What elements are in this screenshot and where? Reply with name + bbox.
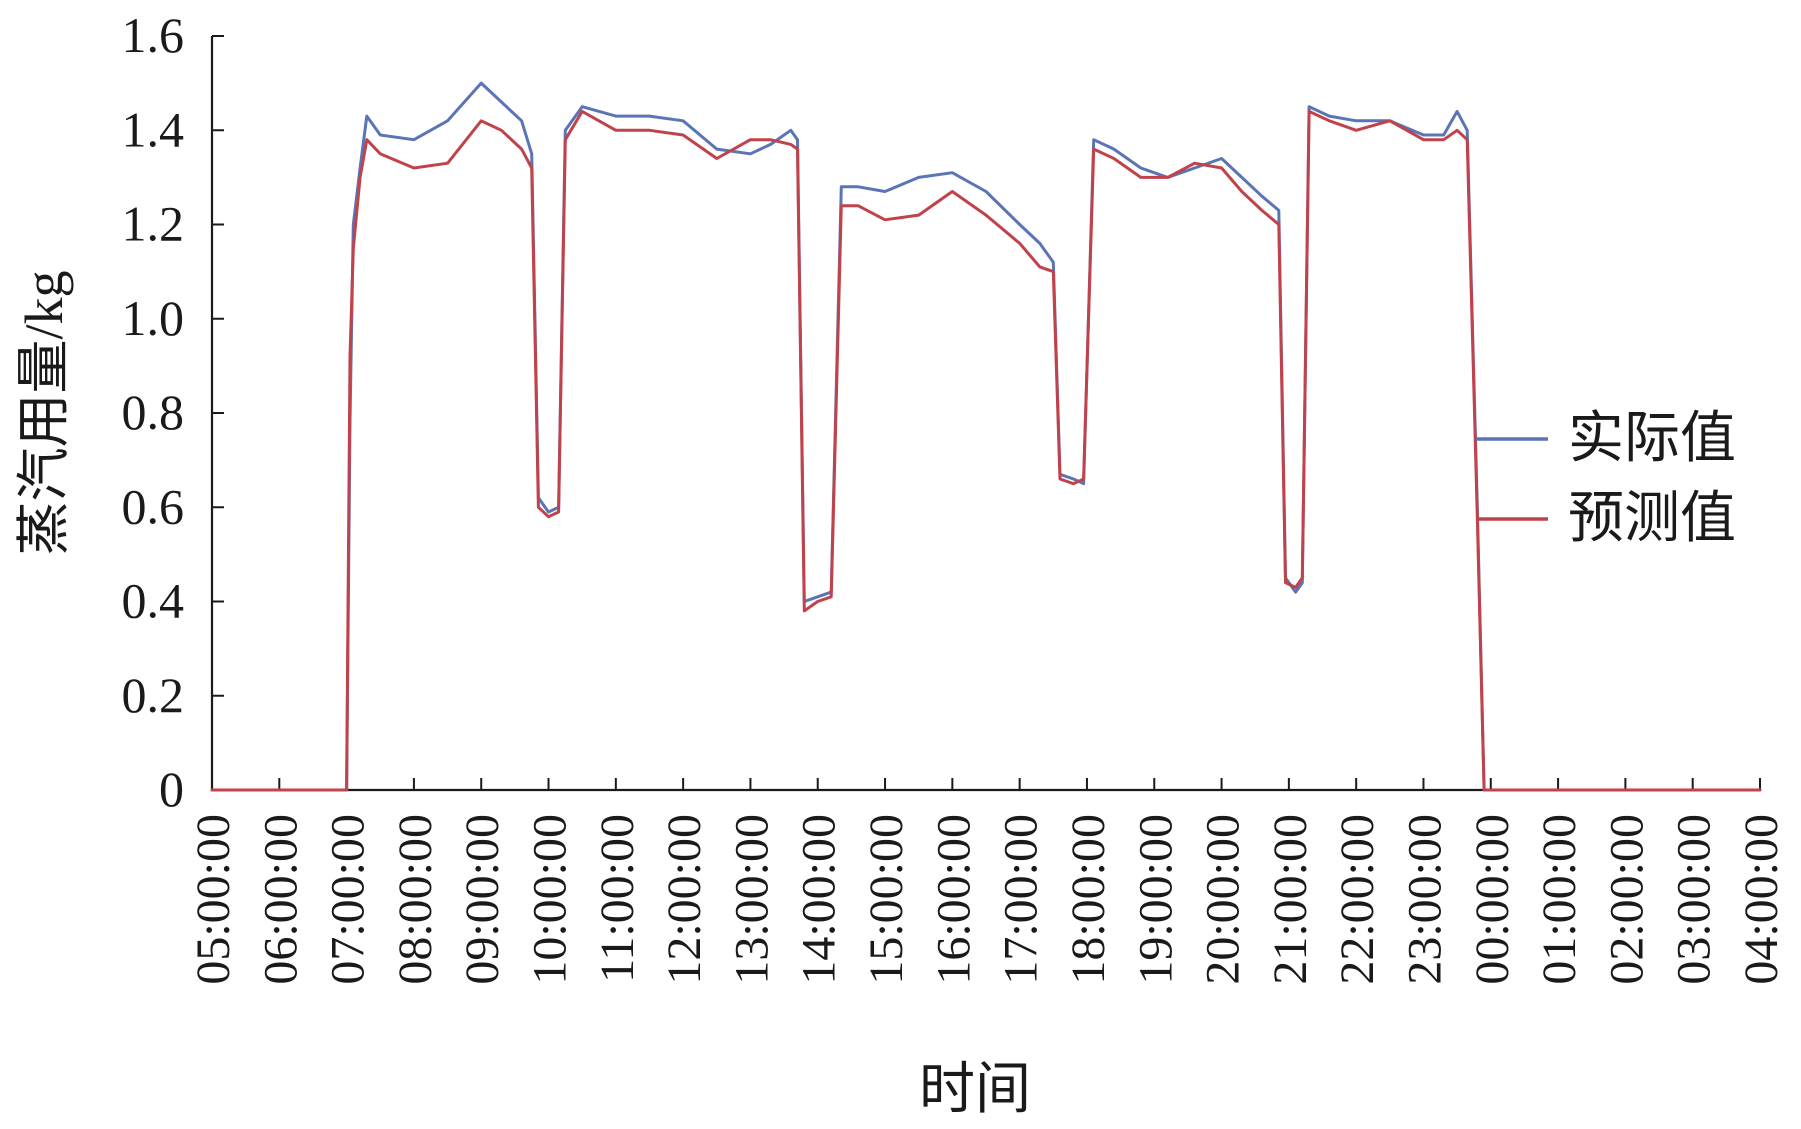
- y-tick-label: 0.8: [122, 384, 185, 440]
- x-tick-label: 09:00:00: [456, 814, 509, 985]
- x-tick-label: 18:00:00: [1062, 814, 1115, 985]
- y-tick-label: 0.6: [122, 478, 185, 534]
- y-axis-label: 蒸汽用量/kg: [14, 270, 74, 555]
- x-tick-label: 21:00:00: [1264, 814, 1317, 985]
- x-tick-label: 20:00:00: [1197, 814, 1250, 985]
- x-tick-label: 02:00:00: [1600, 814, 1653, 985]
- x-tick-label: 16:00:00: [927, 814, 980, 985]
- y-tick-label: 1.0: [122, 290, 185, 346]
- x-tick-label: 08:00:00: [389, 814, 442, 985]
- series-group: [210, 81, 1762, 792]
- x-tick-label: 23:00:00: [1398, 814, 1451, 985]
- x-tick-label: 06:00:00: [254, 814, 307, 985]
- series-line-2: [210, 109, 1762, 792]
- y-tick-label: 0.2: [122, 667, 185, 723]
- y-axis-ticks: 0 0.2 0.4 0.6 0.8 1.0 1.2 1.4 1.6: [122, 7, 224, 817]
- x-axis-label: 时间: [919, 1059, 1031, 1121]
- x-tick-label: 03:00:00: [1668, 814, 1721, 985]
- x-tick-label: 13:00:00: [725, 814, 778, 985]
- x-tick-label: 14:00:00: [793, 814, 846, 985]
- x-tick-label: 15:00:00: [860, 814, 913, 985]
- x-tick-label: 22:00:00: [1331, 814, 1384, 985]
- legend-label: 预测值: [1568, 488, 1736, 550]
- axes: [210, 36, 1760, 792]
- x-tick-label: 19:00:00: [1129, 814, 1182, 985]
- x-tick-label: 11:00:00: [591, 814, 644, 983]
- x-tick-label: 00:00:00: [1466, 814, 1519, 985]
- x-tick-label: 12:00:00: [658, 814, 711, 985]
- x-axis-ticks: 05:00:00 06:00:00 07:00:00 08:00:00 09:00:00…: [187, 778, 1788, 985]
- x-tick-label: 01:00:00: [1533, 814, 1586, 985]
- x-tick-label: 05:00:00: [187, 814, 240, 985]
- y-tick-label: 0.4: [122, 573, 185, 629]
- x-tick-label: 10:00:00: [524, 814, 577, 985]
- y-tick-label: 1.2: [122, 196, 185, 252]
- x-tick-label: 07:00:00: [322, 814, 375, 985]
- y-tick-label: 1.6: [122, 7, 185, 63]
- series-line-1: [210, 81, 1762, 792]
- y-tick-label: 1.4: [122, 101, 185, 157]
- x-tick-label: 17:00:00: [995, 814, 1048, 985]
- y-tick-label: 0: [159, 761, 184, 817]
- legend-label: 实际值: [1568, 408, 1736, 470]
- x-tick-label: 04:00:00: [1735, 814, 1788, 985]
